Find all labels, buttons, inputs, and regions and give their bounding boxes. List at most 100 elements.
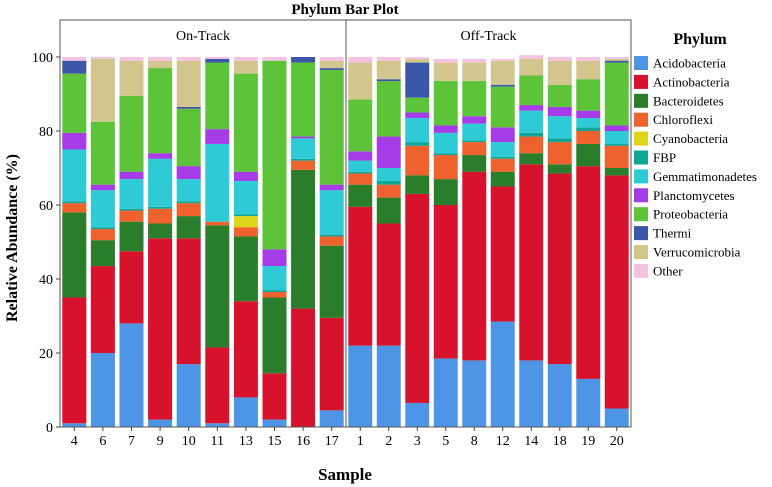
bar-segment-proteobacteria-sample-20: [604, 62, 629, 126]
bar-segment-proteobacteria-sample-14: [519, 75, 544, 106]
bar-segment-other-sample-1: [348, 57, 373, 63]
bar-stack-sample-8: [462, 58, 487, 427]
bar-segment-actinobacteria-sample-11: [205, 347, 230, 424]
bar-segment-gemmatimonadetes-sample-4: [62, 149, 87, 202]
bar-segment-bacteroidetes-sample-15: [262, 297, 287, 374]
bar-segment-acidobacteria-sample-11: [205, 423, 230, 427]
bar-segment-chloroflexi-sample-5: [433, 155, 458, 180]
bar-segment-actinobacteria-sample-14: [519, 164, 544, 361]
bar-segment-acidobacteria-sample-17: [319, 410, 344, 427]
bar-segment-gemmatimonadetes-sample-9: [148, 158, 173, 207]
bar-segment-proteobacteria-sample-3: [405, 97, 430, 113]
legend-label-actinobacteria: Actinobacteria: [653, 74, 730, 89]
panel-label-on-track: On-Track: [176, 29, 230, 44]
bar-segment-verrucomicrobia-sample-14: [519, 58, 544, 76]
y-tick-label-0: 0: [46, 421, 53, 436]
bar-segment-gemmatimonadetes-sample-15: [262, 266, 287, 291]
legend-swatch-actinobacteria: [634, 74, 648, 89]
bar-segment-gemmatimonadetes-sample-18: [547, 116, 572, 139]
bar-segment-other-sample-4: [62, 57, 87, 61]
bar-segment-chloroflexi-sample-19: [576, 131, 601, 144]
bar-segment-gemmatimonadetes-sample-2: [376, 168, 401, 181]
legend-title: Phylum: [673, 31, 727, 48]
bar-stack-sample-12: [490, 58, 515, 427]
bar-segment-fbp-sample-6: [90, 227, 115, 230]
bar-segment-bacteroidetes-sample-16: [291, 169, 316, 309]
bar-stack-sample-19: [576, 57, 601, 427]
x-tick-label-14: 14: [524, 434, 538, 449]
bar-segment-chloroflexi-sample-16: [291, 160, 316, 170]
bar-segment-verrucomicrobia-sample-19: [576, 60, 601, 80]
bar-stack-sample-18: [547, 57, 572, 427]
bar-segment-chloroflexi-sample-20: [604, 145, 629, 168]
bar-segment-gemmatimonadetes-sample-7: [119, 179, 144, 209]
bar-segment-gemmatimonadetes-sample-11: [205, 143, 230, 222]
bar-stack-sample-15: [262, 57, 287, 427]
bar-segment-actinobacteria-sample-10: [176, 238, 201, 365]
bar-segment-fbp-sample-9: [148, 206, 173, 209]
bar-segment-gemmatimonadetes-sample-8: [462, 123, 487, 141]
bar-segment-proteobacteria-sample-18: [547, 84, 572, 107]
bar-segment-chloroflexi-sample-4: [62, 203, 87, 213]
bar-segment-chloroflexi-sample-7: [119, 210, 144, 222]
legend-swatch-thermi: [634, 226, 648, 241]
bar-segment-chloroflexi-sample-14: [519, 136, 544, 154]
bar-segment-gemmatimonadetes-sample-16: [291, 138, 316, 159]
legend-label-proteobacteria: Proteobacteria: [653, 207, 728, 222]
bar-segment-proteobacteria-sample-1: [348, 99, 373, 152]
bar-segment-fbp-sample-1: [348, 171, 373, 174]
bar-segment-gemmatimonadetes-sample-19: [576, 118, 601, 128]
bar-segment-planctomycetes-sample-17: [319, 184, 344, 191]
bar-segment-other-sample-7: [119, 57, 144, 61]
bar-segment-verrucomicrobia-sample-13: [233, 60, 258, 74]
x-tick-label-9: 9: [157, 434, 164, 449]
bar-segment-fbp-sample-16: [291, 158, 316, 161]
bar-segment-actinobacteria-sample-8: [462, 171, 487, 361]
bar-stack-sample-9: [148, 57, 173, 427]
bar-segment-planctomycetes-sample-19: [576, 110, 601, 119]
bar-segment-chloroflexi-sample-6: [90, 229, 115, 241]
bar-segment-planctomycetes-sample-8: [462, 116, 487, 124]
bar-segment-acidobacteria-sample-8: [462, 360, 487, 427]
bar-segment-verrucomicrobia-sample-6: [90, 58, 115, 122]
bar-segment-proteobacteria-sample-10: [176, 108, 201, 167]
bar-segment-planctomycetes-sample-11: [205, 129, 230, 144]
legend-label-cyanobacteria: Cyanobacteria: [653, 131, 728, 146]
bar-segment-acidobacteria-sample-6: [90, 353, 115, 427]
bar-stack-sample-4: [62, 57, 87, 427]
bar-segment-fbp-sample-5: [433, 153, 458, 156]
bar-segment-planctomycetes-sample-14: [519, 105, 544, 111]
bar-segment-acidobacteria-sample-5: [433, 358, 458, 427]
bar-segment-actinobacteria-sample-19: [576, 166, 601, 379]
bar-segment-fbp-sample-17: [319, 234, 344, 237]
bar-segment-chloroflexi-sample-12: [490, 158, 515, 172]
bar-segment-gemmatimonadetes-sample-14: [519, 110, 544, 133]
bar-segment-other-sample-14: [519, 55, 544, 59]
x-tick-label-19: 19: [581, 434, 595, 449]
bar-segment-bacteroidetes-sample-9: [148, 223, 173, 239]
bar-stack-sample-6: [90, 57, 115, 427]
bar-segment-thermi-sample-16: [291, 57, 316, 63]
legend-label-acidobacteria: Acidobacteria: [653, 56, 726, 71]
bar-segment-planctomycetes-sample-13: [233, 171, 258, 181]
bar-segment-acidobacteria-sample-10: [176, 364, 201, 427]
bar-segment-cyanobacteria-sample-13: [233, 216, 258, 228]
bar-segment-chloroflexi-sample-10: [176, 203, 201, 217]
bar-segment-fbp-sample-4: [62, 201, 87, 204]
x-tick-label-15: 15: [268, 434, 282, 449]
bar-segment-proteobacteria-sample-11: [205, 62, 230, 130]
legend-label-verrucomicrobia: Verrucomicrobia: [653, 245, 741, 260]
bar-segment-proteobacteria-sample-5: [433, 81, 458, 126]
bar-segment-fbp-sample-8: [462, 140, 487, 143]
legend-swatch-fbp: [634, 150, 648, 165]
bar-segment-verrucomicrobia-sample-12: [490, 60, 515, 85]
bar-segment-actinobacteria-sample-7: [119, 251, 144, 324]
bar-segment-proteobacteria-sample-2: [376, 81, 401, 137]
bar-stack-sample-1: [348, 57, 373, 427]
bar-segment-acidobacteria-sample-1: [348, 345, 373, 427]
bar-segment-other-sample-17: [319, 57, 344, 61]
bar-segment-chloroflexi-sample-15: [262, 291, 287, 298]
bar-segment-other-sample-10: [176, 57, 201, 61]
x-tick-label-1: 1: [357, 434, 364, 449]
bar-stack-sample-5: [433, 58, 458, 427]
